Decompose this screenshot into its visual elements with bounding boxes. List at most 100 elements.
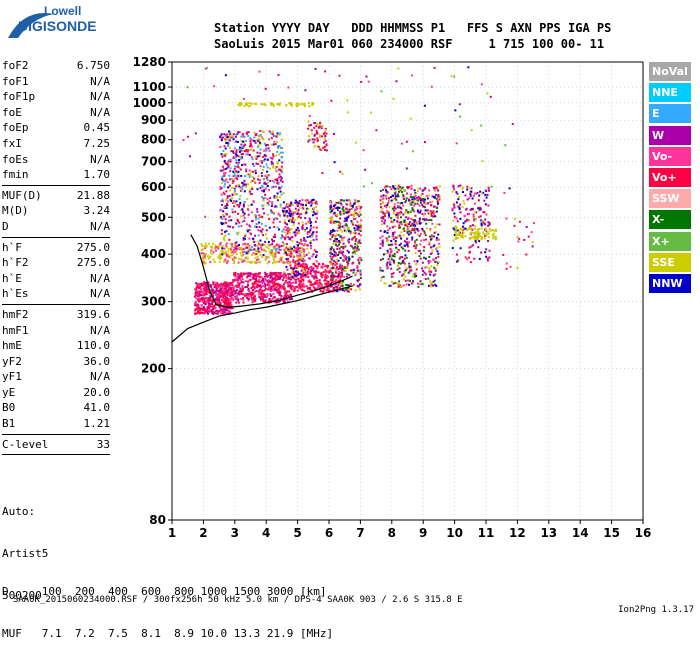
echo-point xyxy=(316,283,319,286)
echo-point xyxy=(280,244,283,247)
echo-point xyxy=(254,181,257,184)
echo-point xyxy=(432,274,435,277)
echo-point xyxy=(404,269,407,272)
echo-point xyxy=(246,242,249,245)
echo-point xyxy=(270,143,273,146)
header-values: SaoLuis 2015 Mar01 060 234000 RSF 1 715 … xyxy=(214,37,605,51)
echo-point xyxy=(295,248,298,251)
echo-point xyxy=(433,279,436,282)
echo-point xyxy=(531,245,534,248)
echo-point xyxy=(205,283,208,286)
param-label: foF2 xyxy=(2,59,29,72)
echo-point xyxy=(430,85,433,88)
echo-point xyxy=(235,149,238,152)
echo-point xyxy=(207,305,210,308)
echo-point xyxy=(287,219,290,222)
echo-point xyxy=(232,292,235,295)
echo-point xyxy=(203,312,206,315)
echo-point xyxy=(232,200,235,203)
echo-point xyxy=(357,258,360,261)
echo-point xyxy=(225,230,228,233)
echo-point xyxy=(296,213,299,216)
echo-point xyxy=(246,280,249,283)
echo-point xyxy=(297,265,300,268)
echo-point xyxy=(315,205,318,208)
echo-point xyxy=(285,293,288,296)
echo-point xyxy=(274,205,277,208)
echo-point xyxy=(209,299,212,302)
echo-point xyxy=(258,285,261,288)
echo-point xyxy=(342,212,345,215)
footer-info: SAA0K_2015060234000.RSF / 300fx256h 50 k… xyxy=(12,595,463,605)
echo-point xyxy=(246,198,249,201)
echo-point xyxy=(284,225,287,228)
echo-point xyxy=(312,238,315,241)
echo-point xyxy=(298,250,301,253)
echo-point xyxy=(329,229,332,232)
echo-point xyxy=(296,285,299,288)
echo-point xyxy=(479,215,482,218)
echo-point xyxy=(384,189,387,192)
echo-point xyxy=(306,199,309,202)
echo-point xyxy=(349,202,352,205)
echo-point xyxy=(259,239,262,242)
echo-point xyxy=(354,232,357,235)
echo-point xyxy=(290,252,293,255)
echo-point xyxy=(399,202,402,205)
echo-point xyxy=(386,249,389,252)
echo-point xyxy=(305,253,308,256)
echo-point xyxy=(419,197,422,200)
echo-point xyxy=(432,280,435,283)
echo-point xyxy=(332,228,335,231)
echo-point xyxy=(290,278,293,281)
echo-point xyxy=(325,289,328,292)
echo-point xyxy=(223,289,226,292)
echo-point xyxy=(451,207,454,210)
echo-point xyxy=(280,165,283,168)
echo-point xyxy=(223,295,226,298)
legend-item: Vo+ xyxy=(649,167,691,187)
echo-point xyxy=(259,254,262,257)
echo-point xyxy=(503,192,506,195)
echo-point xyxy=(207,310,210,313)
echo-point xyxy=(260,244,263,247)
echo-point xyxy=(462,228,465,231)
echo-point xyxy=(252,284,255,287)
echo-point xyxy=(245,102,248,105)
echo-point xyxy=(309,244,312,247)
echo-point xyxy=(247,204,250,207)
echo-point xyxy=(492,232,495,235)
echo-point xyxy=(356,245,359,248)
echo-point xyxy=(283,261,286,264)
echo-point xyxy=(298,258,301,261)
echo-point xyxy=(483,199,486,202)
echo-point xyxy=(273,287,276,290)
echo-point xyxy=(400,231,403,234)
echo-point xyxy=(235,253,238,256)
echo-point xyxy=(273,196,276,199)
echo-point xyxy=(417,229,420,232)
echo-point xyxy=(264,233,267,236)
echo-point xyxy=(348,208,351,211)
echo-point xyxy=(278,145,281,148)
echo-point xyxy=(267,147,270,150)
echo-point xyxy=(334,261,337,264)
echo-point xyxy=(299,246,302,249)
echo-point xyxy=(231,297,234,300)
echo-point xyxy=(302,262,305,265)
echo-point xyxy=(424,266,427,269)
echo-point xyxy=(254,257,257,260)
echo-point xyxy=(286,223,289,226)
echo-point xyxy=(263,212,266,215)
echo-point xyxy=(483,211,486,214)
echo-point xyxy=(287,248,290,251)
echo-point xyxy=(326,284,329,287)
echo-point xyxy=(504,144,507,147)
param-label: MUF(D) xyxy=(2,188,42,202)
echo-point xyxy=(273,226,276,229)
echo-point xyxy=(231,208,234,211)
echo-point xyxy=(337,280,340,283)
x-tick-label: 15 xyxy=(603,526,620,540)
echo-point xyxy=(281,151,284,154)
echo-point xyxy=(250,102,253,105)
